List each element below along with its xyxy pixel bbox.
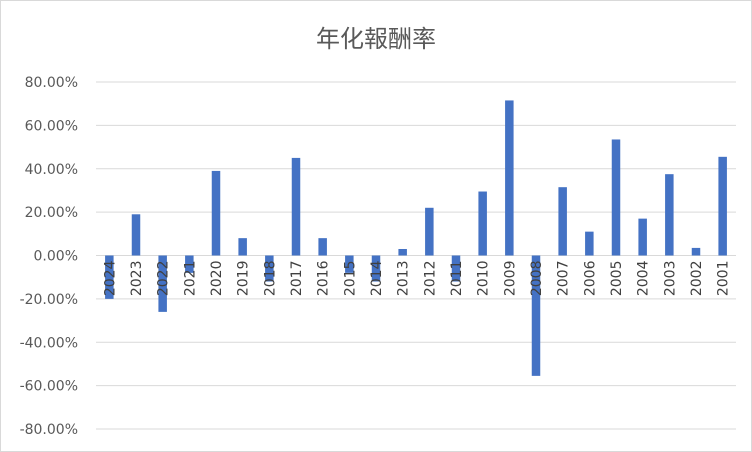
bar xyxy=(691,247,701,256)
bar xyxy=(238,238,247,256)
x-tick-label: 2006 xyxy=(582,260,598,296)
x-tick-label: 2019 xyxy=(236,261,252,297)
x-tick-label: 2007 xyxy=(556,261,572,297)
x-tick-label: 2023 xyxy=(129,261,145,297)
bar xyxy=(158,255,167,312)
x-tick-label: 2008 xyxy=(529,261,545,297)
x-tick-label: 2024 xyxy=(102,260,118,296)
y-tick-label: 0.00% xyxy=(34,249,78,265)
x-tick-label: 2012 xyxy=(422,261,438,297)
x-tick-label: 2013 xyxy=(396,261,412,297)
x-tick-label: 2005 xyxy=(609,261,625,297)
bar xyxy=(318,238,327,256)
x-tick-label: 2018 xyxy=(262,261,278,297)
y-tick-label: -20.00% xyxy=(20,292,78,308)
bar xyxy=(505,100,514,256)
bar xyxy=(131,214,141,256)
bar xyxy=(638,218,647,256)
y-tick-label: -40.00% xyxy=(20,335,78,351)
x-tick-label: 2021 xyxy=(182,261,198,297)
y-tick-label: 20.00% xyxy=(25,205,78,221)
bar xyxy=(345,255,354,273)
x-tick-label: 2020 xyxy=(209,261,225,297)
y-tick-label: -80.00% xyxy=(20,422,78,438)
bar xyxy=(105,255,114,299)
chart-title: 年化報酬率 xyxy=(316,25,436,53)
y-tick-label: -60.00% xyxy=(20,379,78,395)
bar xyxy=(531,255,541,376)
x-tick-label: 2010 xyxy=(476,260,492,296)
bar xyxy=(665,174,674,256)
bar xyxy=(291,157,301,256)
bar xyxy=(478,191,487,256)
x-tick-label: 2022 xyxy=(156,261,172,297)
x-tick-label: 2017 xyxy=(289,261,305,297)
x-tick-label: 2004 xyxy=(636,260,652,296)
x-tick-label: 2014 xyxy=(369,260,385,296)
bar xyxy=(425,207,434,256)
bar xyxy=(398,248,407,256)
y-tick-label: 40.00% xyxy=(25,162,78,178)
x-tick-label: 2003 xyxy=(662,261,678,297)
y-tick-label: 80.00% xyxy=(25,75,78,91)
x-tick-label: 2002 xyxy=(689,261,705,297)
bar xyxy=(611,139,621,256)
bar xyxy=(558,187,567,256)
x-tick-label: 2011 xyxy=(449,261,465,297)
x-tick-label: 2001 xyxy=(716,261,732,297)
bar xyxy=(265,255,274,282)
bar xyxy=(451,255,461,282)
x-tick-label: 2015 xyxy=(342,261,358,297)
x-tick-label: 2016 xyxy=(316,260,332,296)
bar xyxy=(585,231,594,256)
bar xyxy=(185,255,194,273)
bar xyxy=(718,156,727,256)
bar xyxy=(211,170,221,256)
bar xyxy=(371,255,381,282)
y-tick-label: 60.00% xyxy=(25,118,78,134)
x-tick-label: 2009 xyxy=(502,261,518,297)
